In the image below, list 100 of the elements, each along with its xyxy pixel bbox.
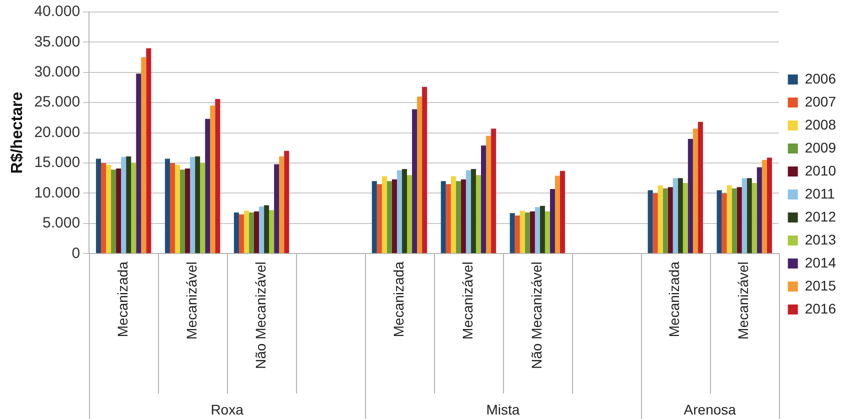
bar (481, 145, 486, 254)
x-tick-label: Não Mecanizável (528, 262, 544, 370)
bar (417, 96, 422, 254)
y-tick-label: 40.000 (34, 3, 80, 20)
bar (682, 182, 688, 254)
bar (446, 184, 451, 254)
bar (460, 179, 466, 254)
x-tick-label: Mecanizada (114, 261, 130, 338)
x-tick-label: Não Mecanizável (252, 262, 268, 370)
bar (668, 187, 673, 254)
bar (382, 176, 387, 254)
legend-label: 2015 (804, 277, 836, 294)
bar (126, 156, 132, 254)
bar (136, 74, 142, 254)
x-tick-label: Mecanizável (459, 262, 476, 340)
bar (746, 178, 752, 254)
y-tick-label: 15.000 (34, 154, 80, 172)
bar (200, 163, 206, 254)
x-tick-label: Mecanizável (735, 262, 752, 340)
bar (520, 210, 525, 254)
legend-label: 2010 (804, 162, 836, 178)
y-tick-label: 25.000 (34, 94, 80, 111)
bar (491, 128, 496, 254)
bar (248, 212, 254, 254)
bar (534, 207, 540, 254)
legend-label: 2013 (804, 231, 836, 248)
bar (205, 118, 210, 254)
bar (470, 169, 476, 254)
text: Mista (486, 401, 520, 418)
bar (678, 178, 683, 254)
bar (560, 170, 566, 254)
bar (407, 175, 412, 254)
bar (386, 181, 392, 254)
bar (164, 158, 170, 254)
bar (279, 156, 284, 254)
bar (238, 214, 244, 254)
bar (96, 158, 101, 254)
bar (648, 190, 653, 254)
bar (756, 167, 762, 254)
bar (396, 170, 402, 254)
bar (476, 175, 481, 254)
bar (550, 188, 555, 254)
bar (450, 176, 456, 254)
text: Arenosa (684, 401, 736, 418)
y-tick-label: 0 (72, 244, 80, 262)
bar (131, 163, 136, 254)
bar (422, 86, 428, 254)
bar (658, 185, 663, 254)
bar (116, 168, 122, 254)
x-tick-label: Mecanizada (666, 261, 682, 338)
y-tick-label: 30.000 (34, 64, 80, 81)
bar (210, 106, 216, 254)
legend-label: 2008 (804, 116, 836, 132)
y-tick-label: 10.000 (34, 184, 80, 202)
bar (274, 164, 280, 254)
bar (372, 181, 377, 254)
bar (486, 136, 492, 254)
bar (456, 181, 461, 254)
legend-label: 2011 (804, 185, 836, 202)
bar (376, 184, 382, 254)
bar (195, 156, 200, 254)
legend-label: 2012 (804, 208, 836, 224)
bar (510, 213, 515, 254)
text: Roxa (210, 401, 244, 418)
legend-label: 2016 (804, 300, 836, 316)
bar (544, 211, 550, 254)
bar (722, 193, 727, 254)
bar (141, 57, 146, 254)
x-tick-label: Mecanizável (183, 262, 200, 340)
bar (259, 206, 264, 254)
bar (652, 193, 658, 254)
bar (466, 170, 471, 254)
bar (244, 210, 249, 254)
bar (716, 190, 722, 254)
bar (284, 150, 290, 254)
y-tick-label: 35.000 (34, 33, 80, 50)
bar (254, 211, 260, 254)
bar (554, 176, 560, 254)
bar (440, 181, 446, 254)
bar (185, 168, 190, 254)
bar (100, 163, 106, 254)
bar (732, 188, 737, 254)
legend-label: 2009 (804, 139, 836, 156)
bar (752, 182, 757, 254)
bar (111, 170, 116, 254)
bar (692, 128, 698, 254)
bar (672, 178, 678, 254)
bar (762, 160, 767, 254)
bar (121, 156, 126, 254)
y-axis-title: R$/hectare (9, 92, 26, 174)
bar (106, 164, 112, 254)
y-tick-label: 5.000 (42, 214, 80, 232)
bar (170, 163, 175, 254)
bar (234, 212, 239, 254)
y-tick-label: 20.000 (34, 124, 80, 141)
bar (402, 169, 408, 254)
bar (264, 205, 270, 254)
bar (688, 138, 693, 254)
bar (540, 206, 545, 254)
bar (269, 210, 274, 254)
